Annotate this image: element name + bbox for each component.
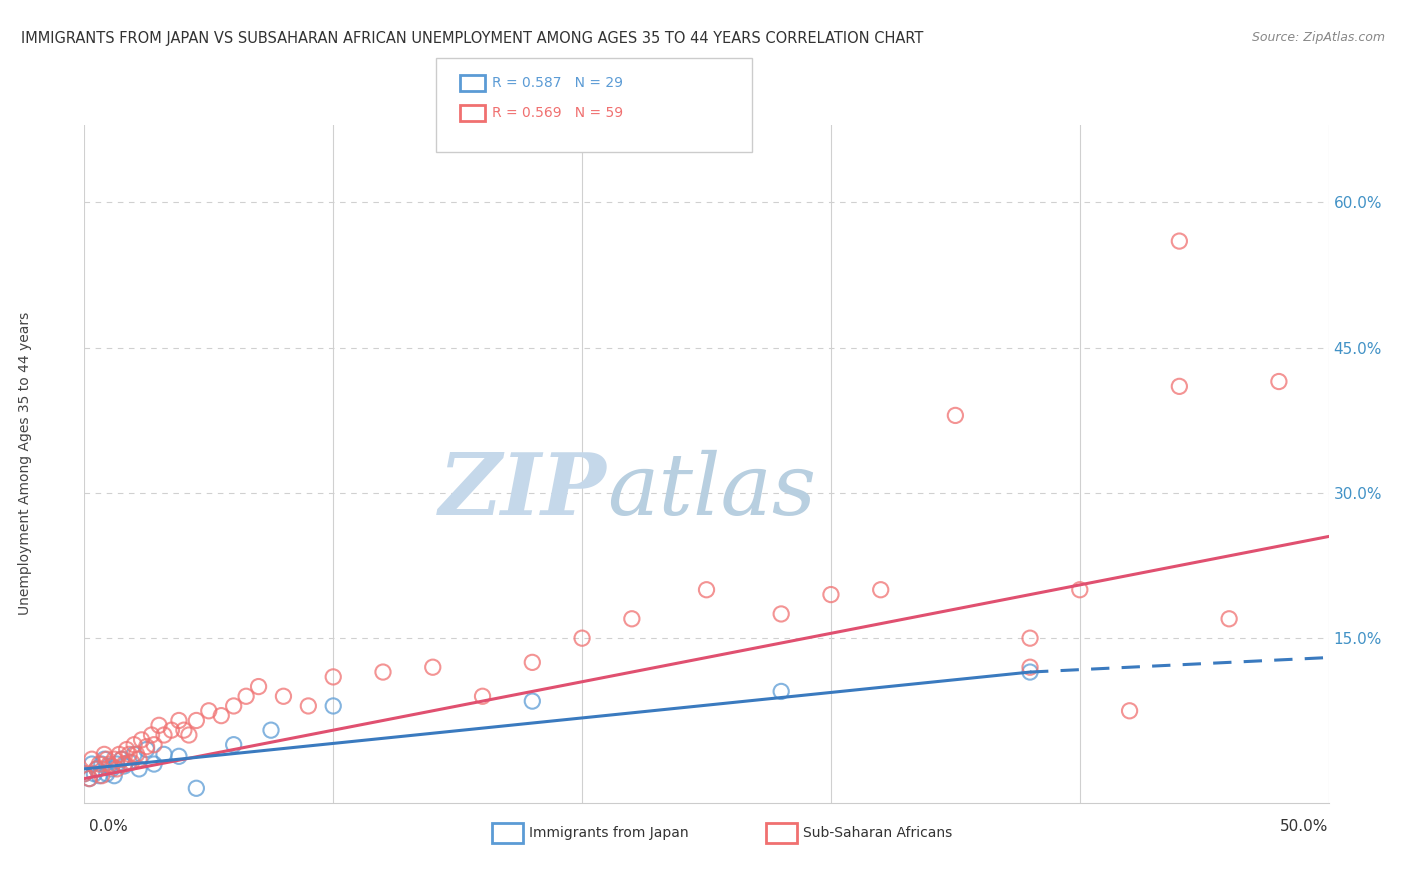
Point [371,665,394,679]
Point [235,690,257,704]
Point [141,728,163,742]
Point [222,738,245,752]
Point [247,680,270,694]
Point [1118,704,1140,718]
Point [79,772,101,786]
Point [86,762,108,776]
Point [620,612,643,626]
Text: Source: ZipAtlas.com: Source: ZipAtlas.com [1251,31,1385,45]
Point [297,698,319,713]
Point [118,755,141,769]
Point [1168,379,1191,393]
Point [118,747,141,762]
Point [222,698,245,713]
Point [135,739,157,754]
Point [143,738,166,752]
Point [197,704,221,718]
Text: ZIP: ZIP [439,450,607,533]
Point [105,762,128,776]
Point [115,742,138,756]
Point [571,631,593,645]
Point [322,698,344,713]
Point [153,728,176,742]
Point [1268,375,1291,389]
Point [100,759,122,773]
Point [273,690,295,704]
Text: Unemployment Among Ages 35 to 44 years: Unemployment Among Ages 35 to 44 years [18,312,32,615]
Text: Sub-Saharan Africans: Sub-Saharan Africans [803,826,952,840]
Point [522,694,544,708]
Point [1069,582,1091,597]
Point [98,757,121,772]
Point [177,728,200,742]
Point [128,752,150,766]
Point [173,723,195,738]
Point [160,723,183,738]
Point [111,752,134,766]
Point [112,757,135,772]
Point [131,732,153,747]
Text: 50.0%: 50.0% [1281,820,1329,834]
Point [770,684,793,698]
Point [125,747,148,762]
Point [1019,631,1042,645]
Point [73,766,96,780]
Point [820,588,842,602]
Text: Immigrants from Japan: Immigrants from Japan [529,826,689,840]
Point [108,747,131,762]
Point [103,769,125,783]
Point [143,757,166,772]
Point [522,656,544,670]
Point [1218,612,1240,626]
Point [100,762,122,776]
Point [869,582,891,597]
Point [260,723,283,738]
Point [322,670,344,684]
Text: IMMIGRANTS FROM JAPAN VS SUBSAHARAN AFRICAN UNEMPLOYMENT AMONG AGES 35 TO 44 YEA: IMMIGRANTS FROM JAPAN VS SUBSAHARAN AFRI… [21,31,924,46]
Point [135,742,157,756]
Point [209,708,232,723]
Point [83,766,105,780]
Point [148,718,170,732]
Point [93,747,115,762]
Point [1019,660,1042,674]
Point [770,607,793,621]
Point [80,757,103,772]
Point [112,759,135,773]
Text: 0.0%: 0.0% [89,820,128,834]
Point [105,757,128,772]
Point [422,660,444,674]
Point [121,755,143,769]
Point [89,757,111,772]
Point [186,714,208,728]
Point [86,762,108,776]
Point [1019,665,1042,679]
Point [1168,234,1191,248]
Point [79,772,101,786]
Text: R = 0.569   N = 59: R = 0.569 N = 59 [492,106,623,120]
Point [96,752,118,766]
Text: R = 0.587   N = 29: R = 0.587 N = 29 [492,76,623,90]
Point [122,747,145,762]
Point [80,752,103,766]
Point [186,781,208,796]
Point [167,749,190,764]
Point [103,752,125,766]
Point [90,757,112,772]
Point [696,582,718,597]
Point [89,769,111,783]
Point [122,738,145,752]
Point [93,752,115,766]
Point [471,690,494,704]
Point [73,766,96,780]
Point [945,409,967,423]
Point [96,766,118,780]
Point [128,762,150,776]
Point [153,747,176,762]
Point [167,714,190,728]
Point [90,769,112,783]
Text: atlas: atlas [607,450,815,533]
Point [111,752,134,766]
Point [98,759,121,773]
